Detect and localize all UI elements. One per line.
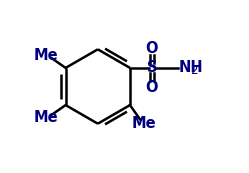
- Text: S: S: [147, 60, 157, 75]
- Text: Me: Me: [34, 110, 59, 125]
- Text: NH: NH: [179, 60, 203, 75]
- Text: O: O: [146, 80, 158, 95]
- Text: O: O: [146, 41, 158, 56]
- Text: Me: Me: [34, 48, 59, 63]
- Text: Me: Me: [131, 116, 156, 131]
- Text: 2: 2: [190, 64, 197, 77]
